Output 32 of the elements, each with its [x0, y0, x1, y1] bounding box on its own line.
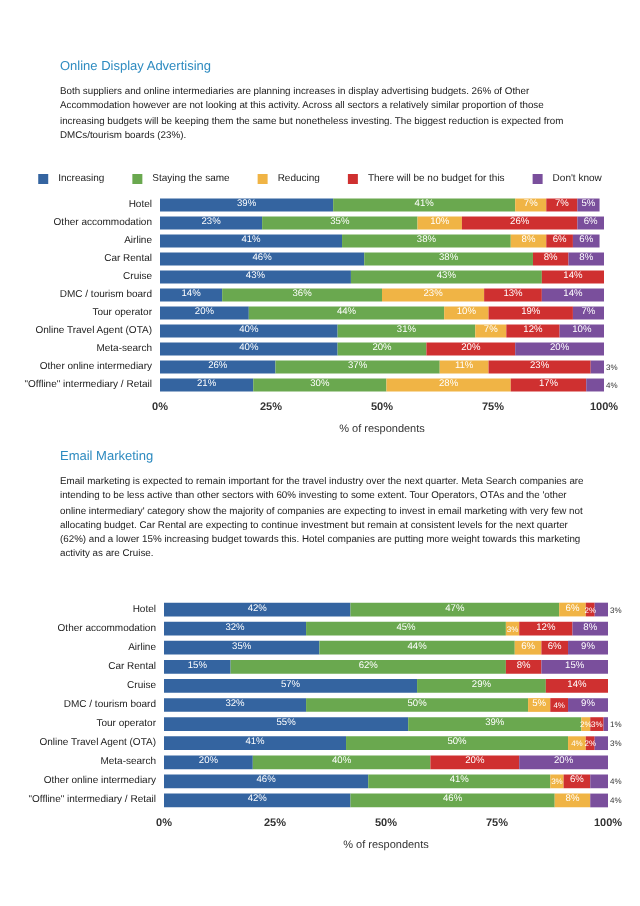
bar — [164, 602, 351, 617]
bar — [408, 717, 582, 731]
bar — [319, 640, 515, 655]
bar — [346, 736, 569, 751]
bar — [164, 640, 320, 655]
bar — [590, 360, 604, 374]
bar — [164, 736, 347, 751]
bar — [252, 755, 431, 770]
bar — [164, 774, 369, 789]
bar — [306, 698, 529, 712]
bar — [594, 602, 608, 617]
bar — [306, 621, 506, 636]
bar — [350, 602, 560, 617]
bar — [230, 659, 506, 674]
bar — [545, 679, 608, 693]
bar — [350, 793, 555, 808]
bar — [519, 755, 608, 770]
bar — [594, 736, 608, 751]
bar — [590, 793, 608, 808]
bar — [430, 755, 520, 770]
bar — [164, 698, 307, 712]
bar — [164, 755, 253, 770]
bar — [368, 774, 551, 789]
bar — [164, 621, 307, 636]
bar — [164, 659, 231, 674]
bar — [541, 659, 608, 674]
bar — [164, 717, 409, 731]
bar — [590, 774, 608, 789]
bar — [164, 793, 351, 808]
bar — [586, 378, 604, 392]
bar — [417, 679, 546, 693]
bar — [164, 679, 418, 693]
